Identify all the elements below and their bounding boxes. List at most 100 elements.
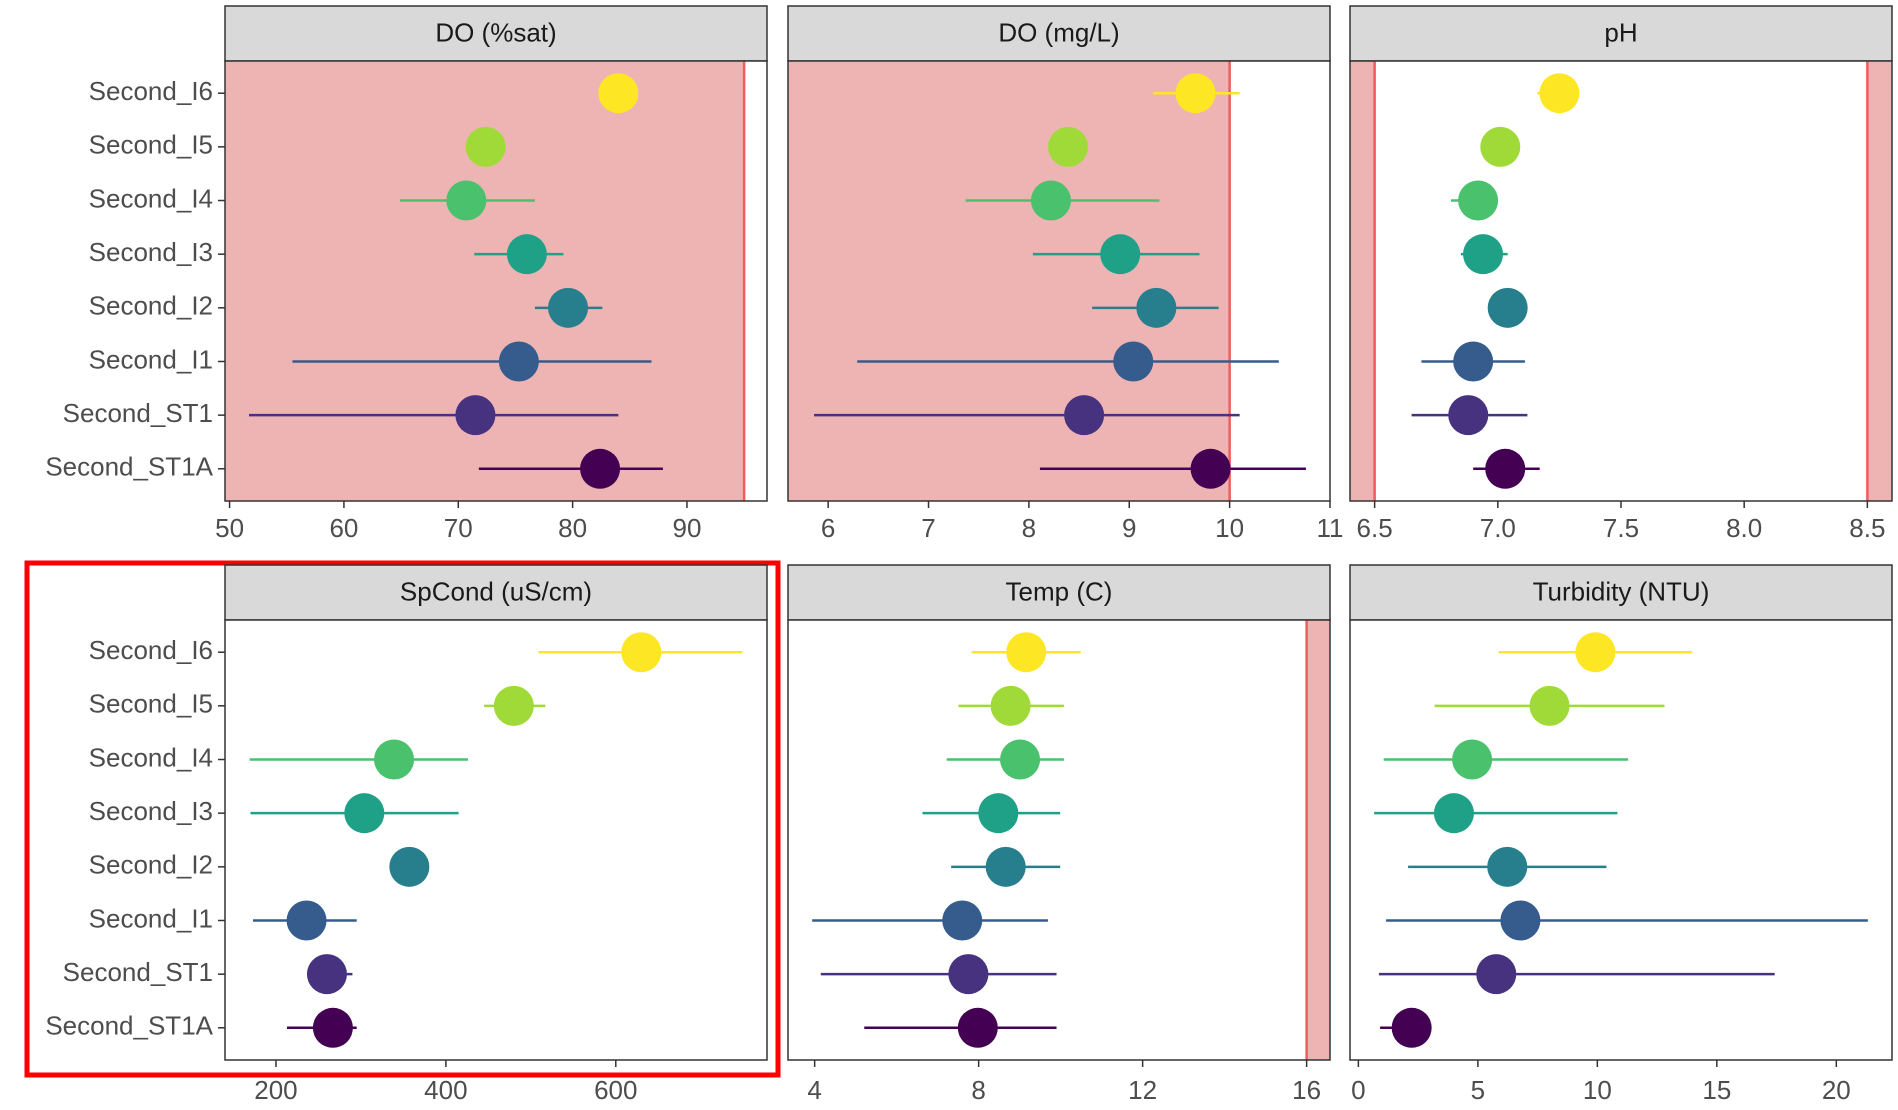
point	[306, 954, 347, 995]
x-tick-label: 90	[672, 513, 701, 543]
x-tick-label: 15	[1702, 1075, 1731, 1105]
point	[1529, 685, 1570, 726]
panel-border	[1349, 619, 1893, 1061]
point	[621, 632, 662, 673]
strip	[787, 5, 1331, 62]
x-tick-label: 10	[1583, 1075, 1612, 1105]
y-tick-label: Second_I6	[89, 76, 213, 106]
point	[1453, 341, 1494, 382]
panel-background	[1350, 620, 1892, 1060]
point	[1064, 395, 1105, 436]
panel-title: SpCond (uS/cm)	[400, 576, 592, 606]
y-tick-label: Second_I5	[89, 130, 213, 160]
point	[1175, 73, 1216, 114]
threshold-region	[1867, 61, 1892, 501]
panel-border	[224, 619, 768, 1061]
point	[1575, 632, 1616, 673]
strip	[1349, 5, 1893, 62]
x-tick-label: 7.0	[1480, 513, 1516, 543]
point	[1136, 287, 1177, 328]
x-tick-label: 20	[1822, 1075, 1851, 1105]
y-tick-label: Second_ST1A	[45, 452, 213, 482]
point	[1100, 234, 1141, 275]
panel-border	[787, 619, 1331, 1061]
point	[1487, 287, 1528, 328]
y-tick-label: Second_I6	[89, 635, 213, 665]
point	[978, 793, 1019, 834]
x-tick-label: 70	[444, 513, 473, 543]
x-tick-label: 6.5	[1357, 513, 1393, 543]
point	[446, 180, 487, 221]
panel-background	[788, 620, 1330, 1060]
point	[1480, 126, 1521, 167]
y-tick-label: Second_I3	[89, 237, 213, 267]
point	[455, 395, 496, 436]
x-tick-label: 11	[1317, 513, 1344, 543]
strip	[1349, 564, 1893, 621]
panel-border	[224, 60, 768, 502]
point	[506, 234, 547, 275]
point	[990, 685, 1031, 726]
y-tick-label: Second_I4	[89, 183, 213, 213]
point	[1000, 739, 1041, 780]
y-tick-label: Second_I4	[89, 742, 213, 772]
x-tick-label: 4	[807, 1075, 821, 1105]
x-tick-label: 7.5	[1603, 513, 1639, 543]
point	[1463, 234, 1504, 275]
point	[1448, 395, 1489, 436]
point	[1030, 180, 1071, 221]
point	[1476, 954, 1517, 995]
panel-title: DO (mg/L)	[998, 17, 1119, 47]
x-tick-label: 6	[821, 513, 835, 543]
point	[374, 739, 415, 780]
point	[598, 73, 639, 114]
panel-title: DO (%sat)	[435, 17, 556, 47]
x-tick-label: 80	[558, 513, 587, 543]
point	[580, 448, 621, 489]
x-tick-label: 8	[1022, 513, 1036, 543]
x-tick-label: 8.0	[1726, 513, 1762, 543]
x-tick-label: 12	[1128, 1075, 1157, 1105]
highlight-box	[24, 560, 781, 1078]
y-tick-label: Second_I1	[89, 903, 213, 933]
y-tick-label: Second_ST1	[63, 398, 213, 428]
panel-background	[1350, 61, 1892, 501]
strip	[787, 564, 1331, 621]
panel-title: Temp (C)	[1006, 576, 1113, 606]
y-tick-label: Second_I5	[89, 689, 213, 719]
point	[1458, 180, 1499, 221]
point	[498, 341, 539, 382]
x-tick-label: 400	[424, 1075, 467, 1105]
strip	[224, 564, 768, 621]
point	[948, 954, 989, 995]
point	[493, 685, 534, 726]
y-tick-label: Second_ST1	[63, 957, 213, 987]
point	[1539, 73, 1580, 114]
x-tick-label: 600	[594, 1075, 637, 1105]
x-tick-label: 8	[971, 1075, 985, 1105]
point	[1487, 846, 1528, 887]
y-tick-label: Second_I3	[89, 796, 213, 826]
x-tick-label: 50	[215, 513, 244, 543]
threshold-region	[788, 61, 1230, 501]
y-tick-label: Second_I2	[89, 850, 213, 880]
threshold-region	[1306, 620, 1330, 1060]
x-tick-label: 0	[1351, 1075, 1365, 1105]
point	[389, 846, 430, 887]
point	[1485, 448, 1526, 489]
x-tick-label: 16	[1292, 1075, 1321, 1105]
point	[942, 900, 983, 941]
y-tick-label: Second_I2	[89, 291, 213, 321]
point	[1433, 793, 1474, 834]
point	[957, 1007, 998, 1048]
point	[1048, 126, 1089, 167]
x-tick-label: 7	[921, 513, 935, 543]
panel-title: pH	[1604, 17, 1637, 47]
x-tick-label: 5	[1471, 1075, 1485, 1105]
point	[1452, 739, 1493, 780]
panel-border	[787, 60, 1331, 502]
panel-background	[225, 620, 767, 1060]
point	[286, 900, 327, 941]
x-tick-label: 200	[254, 1075, 297, 1105]
